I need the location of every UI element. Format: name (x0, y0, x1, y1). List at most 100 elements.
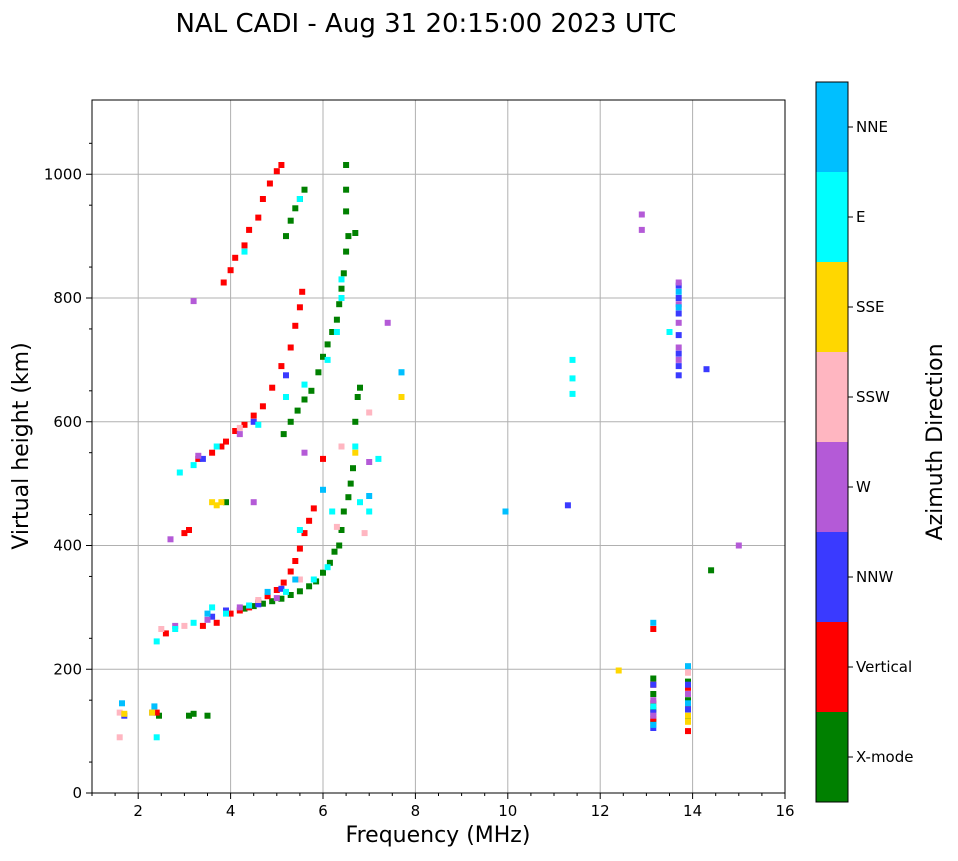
echo-point-ssw (181, 622, 188, 629)
echo-point-x-mode (296, 588, 303, 595)
echo-point-nnw (223, 607, 229, 614)
echo-point-e (569, 390, 576, 397)
echo-point-x-mode (294, 407, 301, 414)
echo-point-x-mode (343, 208, 350, 215)
y-tick-label: 0 (72, 784, 82, 802)
echo-point-vertical (195, 455, 202, 462)
echo-point-vertical (278, 162, 285, 168)
echo-point-vertical (218, 443, 225, 450)
echo-point-w (236, 604, 243, 611)
echo-point-nne (675, 288, 682, 295)
echo-point-nne (502, 508, 509, 515)
plot-frame (92, 100, 785, 793)
echo-point-e (357, 499, 363, 506)
echo-point-x-mode (320, 353, 326, 360)
echo-point-nne (119, 700, 125, 707)
echo-point-e (190, 462, 197, 469)
echo-point-vertical (273, 587, 280, 593)
echo-point-w (675, 319, 682, 326)
echo-point-x-mode (287, 217, 294, 224)
echo-point-e (296, 527, 303, 533)
echo-point-e (153, 638, 160, 645)
echo-point-vertical (280, 579, 287, 586)
colorbar-tick-label: NNW (856, 568, 893, 586)
echo-point-vertical (287, 568, 294, 575)
echo-point-x-mode (301, 396, 308, 403)
y-tick-label: 200 (53, 660, 82, 678)
echo-point-x-mode (287, 418, 294, 425)
echo-point-vertical (199, 622, 206, 629)
colorbar-segment-nne (816, 82, 848, 172)
echo-point-e (366, 508, 373, 515)
colorbar-segment-nnw (816, 532, 848, 622)
echo-point-sse (213, 502, 220, 509)
echo-point-e (283, 394, 289, 400)
echo-point-w (190, 298, 197, 305)
echo-point-x-mode (324, 341, 331, 348)
echo-point-ssw (255, 597, 262, 603)
echo-point-w (236, 431, 243, 438)
echo-point-w (735, 542, 742, 549)
x-tick-label: 2 (133, 802, 143, 820)
x-tick-label: 8 (411, 802, 421, 820)
echo-point-vertical (299, 288, 306, 295)
echo-point-nnw (675, 295, 682, 301)
echo-point-vertical (301, 530, 308, 537)
echo-point-nnw (650, 725, 657, 731)
echo-point-x-mode (326, 559, 333, 566)
echo-point-vertical (266, 180, 273, 187)
echo-point-sse (149, 709, 156, 716)
echo-point-nnw (564, 502, 571, 509)
echo-point-nne (650, 721, 657, 728)
echo-point-nnw (675, 282, 682, 289)
echo-point-nnw (255, 601, 262, 608)
echo-point-x-mode (352, 418, 359, 425)
y-axis-label: Virtual height (km) (9, 342, 34, 549)
echo-point-e (176, 469, 183, 476)
echo-point-nnw (199, 455, 206, 462)
y-tick-label: 800 (53, 289, 82, 307)
echo-point-x-mode (347, 480, 354, 487)
echo-point-x-mode (315, 369, 322, 376)
echo-point-nne (320, 486, 326, 493)
data-points (116, 162, 742, 741)
echo-point-x-mode (250, 603, 257, 610)
echo-point-e (329, 508, 336, 515)
y-tick-label: 400 (53, 537, 82, 555)
echo-point-x-mode (650, 706, 657, 713)
echo-point-e (375, 455, 382, 462)
echo-point-vertical (292, 558, 299, 564)
colorbar-segment-vertical (816, 622, 848, 712)
echo-point-nnw (703, 366, 710, 373)
echo-point-vertical (685, 684, 691, 691)
echo-point-x-mode (338, 285, 345, 292)
echo-point-sse (352, 449, 359, 456)
echo-point-e (333, 329, 340, 335)
echo-point-x-mode (340, 270, 347, 277)
colorbar-segment-w (816, 442, 848, 532)
echo-point-vertical (223, 438, 229, 445)
echo-point-x-mode (223, 499, 229, 506)
echo-point-e (569, 356, 576, 363)
echo-point-x-mode (280, 431, 287, 438)
x-axis-label: Frequency (MHz) (346, 823, 531, 848)
echo-point-nnw (650, 681, 657, 688)
echo-point-nne (151, 703, 158, 710)
echo-point-w (675, 344, 682, 351)
echo-point-e (324, 356, 331, 363)
echo-point-nnw (650, 709, 657, 716)
echo-point-x-mode (685, 678, 691, 685)
echo-point-vertical (241, 421, 248, 428)
echo-point-nne (685, 700, 691, 707)
echo-point-ssw (296, 576, 303, 583)
echo-point-nnw (675, 332, 682, 339)
echo-point-w (195, 452, 202, 459)
chart-title: NAL CADI - Aug 31 20:15:00 2023 UTC (176, 9, 677, 39)
echo-point-e (650, 703, 657, 710)
echo-point-w (638, 211, 645, 218)
echo-point-nnw (675, 310, 682, 317)
echo-point-vertical (209, 449, 216, 456)
colorbar-border (815, 81, 849, 803)
echo-point-w (301, 449, 308, 456)
